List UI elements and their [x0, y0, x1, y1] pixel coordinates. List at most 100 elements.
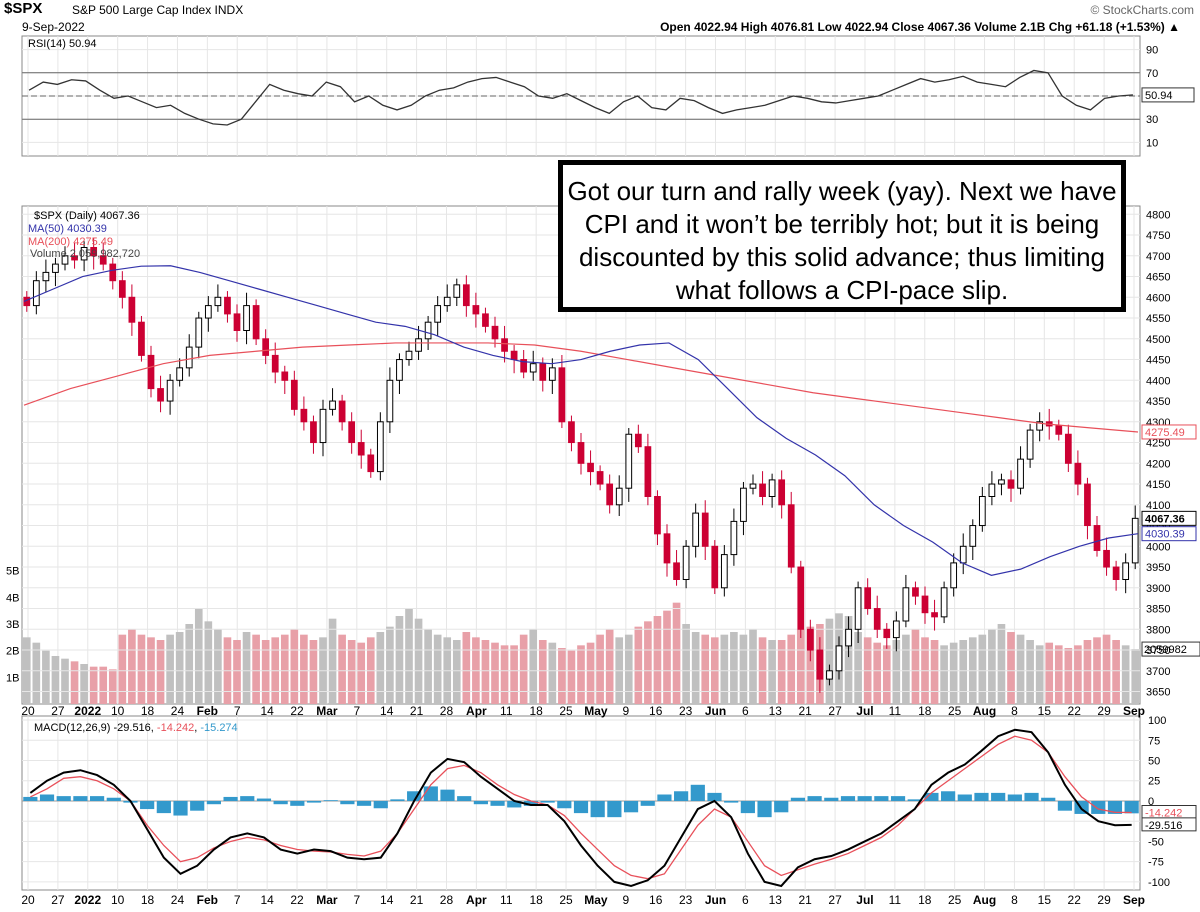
candle-body — [816, 649, 824, 680]
candle-body — [271, 354, 279, 373]
x-tick-label: 14 — [380, 704, 394, 718]
macd-histogram-bar — [190, 800, 205, 811]
x-tick-label: 21 — [410, 704, 424, 718]
volume-bar — [1045, 642, 1054, 704]
candle-body — [61, 255, 69, 265]
price-tick-label: 4700 — [1146, 251, 1170, 263]
candle-body — [138, 321, 145, 356]
price-tick-label: 4650 — [1146, 272, 1170, 284]
ma200-last-value: 4275.49 — [1145, 427, 1185, 439]
volume-bar — [959, 640, 968, 704]
volume-bar — [481, 640, 490, 704]
macd-histogram-bar — [957, 794, 972, 801]
candle-body — [510, 350, 518, 361]
candle-body — [854, 587, 862, 630]
candle-body — [663, 533, 671, 564]
x-tick-label: Aug — [973, 704, 996, 718]
chart-date: 9-Sep-2022 — [22, 20, 85, 34]
volume-bar — [882, 645, 891, 704]
volume-bar — [1131, 649, 1140, 704]
x-tick-label: 9 — [622, 704, 629, 718]
volume-bar — [61, 658, 69, 704]
macd-legend-signal: -14.242 — [156, 722, 195, 734]
candle-body — [147, 354, 155, 390]
candle-body — [959, 545, 967, 564]
candle-body — [740, 487, 747, 522]
candle-body — [892, 620, 900, 639]
volume-bar — [386, 626, 394, 704]
x-tick-label: Sep — [1123, 893, 1145, 907]
volume-bar — [529, 629, 538, 704]
volume-bar — [175, 632, 184, 704]
candle-body — [615, 487, 623, 506]
price-tick-label: 3900 — [1146, 583, 1170, 595]
volume-bar — [357, 642, 366, 704]
x-tick-label: Feb — [197, 704, 218, 718]
volume-bar — [796, 629, 805, 704]
rsi-tick-label: 30 — [1146, 114, 1158, 126]
macd-histogram-bar — [156, 800, 171, 814]
price-tick-label: 3950 — [1146, 562, 1170, 574]
candle-body — [720, 554, 728, 589]
x-tick-label: Jun — [705, 704, 726, 718]
candle-body — [606, 483, 614, 506]
price-tick-label: 4100 — [1146, 500, 1170, 512]
volume-bar — [51, 656, 60, 704]
macd-histogram-bar — [1024, 792, 1039, 801]
volume-bar — [988, 629, 996, 704]
volume-tick-label: 4B — [6, 592, 19, 604]
candle-body — [568, 421, 575, 444]
x-tick-label: 11 — [500, 893, 513, 907]
macd-last-box — [1141, 817, 1197, 832]
candle-body — [625, 433, 633, 489]
volume-bar — [1064, 648, 1073, 704]
candle-body — [940, 587, 948, 618]
x-tick-label: 9 — [622, 893, 629, 907]
candle-body — [634, 433, 642, 448]
candle-body — [711, 545, 719, 589]
price-tick-label: 3700 — [1146, 666, 1170, 678]
rsi-tick-label: 10 — [1146, 137, 1158, 149]
candle-body — [548, 367, 556, 381]
macd-tick-label: 100 — [1148, 715, 1166, 727]
candle-body — [730, 520, 738, 556]
ma50-last-value-box — [1141, 526, 1197, 542]
x-tick-label: 25 — [559, 704, 573, 718]
macd-histogram-bar — [974, 792, 989, 801]
x-tick-label: 22 — [290, 893, 304, 907]
macd-histogram-bar — [373, 800, 388, 809]
macd-histogram-bar — [223, 796, 238, 801]
macd-histogram-bar — [857, 796, 872, 801]
x-tick-label: 21 — [799, 893, 813, 907]
price-tick-label: 4200 — [1146, 458, 1170, 470]
x-tick-label: 16 — [649, 893, 663, 907]
macd-histogram-bar — [707, 792, 722, 801]
macd-histogram-bar — [740, 800, 755, 814]
x-tick-label: 7 — [234, 704, 241, 718]
x-tick-label: 6 — [742, 704, 749, 718]
candle-body — [281, 371, 289, 381]
volume-bar — [940, 645, 948, 704]
macd-histogram-bar — [557, 800, 572, 809]
price-tick-label: 4500 — [1146, 334, 1170, 346]
x-tick-label: 10 — [111, 704, 125, 718]
x-tick-label: Feb — [197, 893, 218, 907]
macd-histogram-bar — [39, 794, 55, 801]
candle-body — [1074, 462, 1082, 485]
watermark: © StockCharts.com — [1090, 3, 1194, 17]
volume-bar — [1121, 645, 1130, 704]
x-tick-label: 11 — [500, 704, 513, 718]
volume-bar — [768, 640, 776, 704]
price-tick-label: 4250 — [1146, 438, 1170, 450]
candle-body — [310, 421, 317, 444]
candle-body — [501, 338, 508, 352]
volume-bar — [1016, 634, 1025, 704]
price-tick-label: 4000 — [1146, 541, 1170, 553]
volume-bar — [395, 616, 404, 704]
x-tick-label: 15 — [1038, 704, 1052, 718]
candle-body — [128, 296, 136, 323]
volume-tick-label: 3B — [6, 619, 19, 631]
macd-histogram-bar — [941, 791, 956, 801]
x-tick-label: 11 — [889, 704, 902, 718]
x-tick-label: 27 — [51, 704, 65, 718]
